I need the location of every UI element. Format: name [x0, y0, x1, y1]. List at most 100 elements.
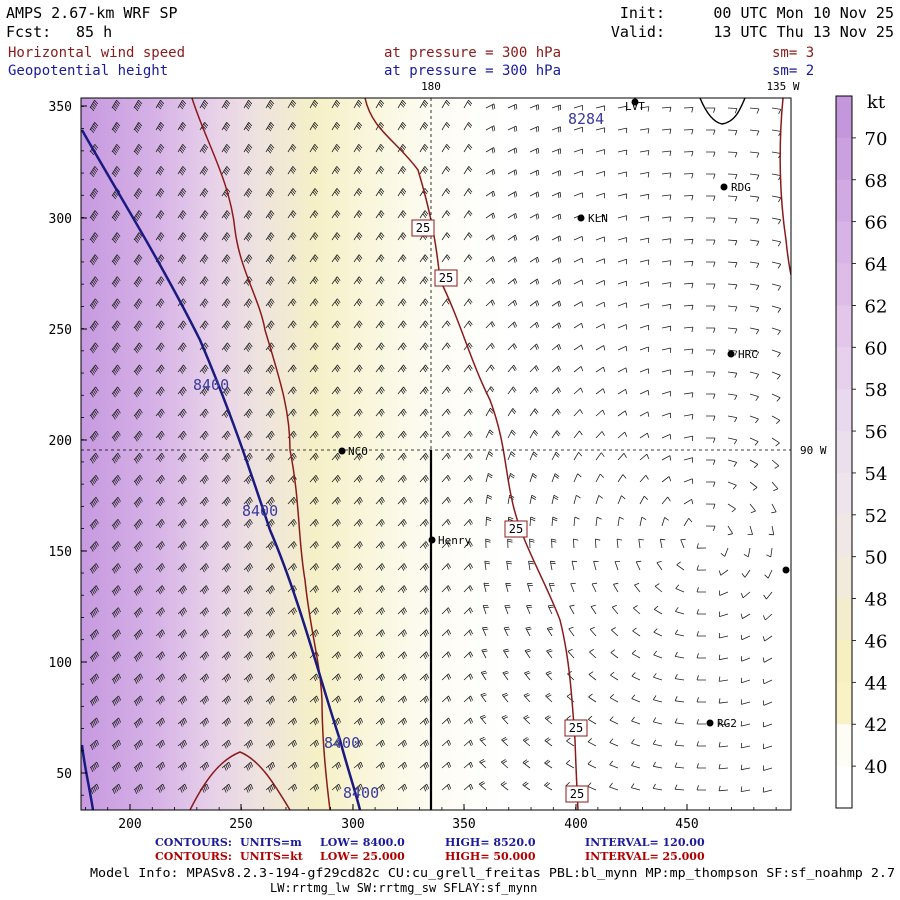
wind-barb: [441, 585, 451, 593]
wind-barb: [595, 409, 606, 417]
svg-text:CONTOURS:: CONTOURS:: [155, 836, 232, 849]
wind-barb: [527, 583, 534, 593]
wind-barb: [375, 144, 385, 153]
wind-barb: [674, 629, 685, 637]
wind-barb: [727, 173, 738, 180]
svg-text:RG2: RG2: [717, 717, 737, 730]
wind-barb: [661, 194, 672, 200]
svg-text:LOW= 25.000: LOW= 25.000: [320, 850, 405, 863]
wind-barb: [111, 122, 121, 134]
wind-barb: [740, 613, 751, 619]
wind-barb: [507, 103, 518, 111]
wind-barb: [265, 210, 275, 220]
wind-barb: [653, 650, 663, 659]
height-contour-8284: [699, 98, 746, 125]
wind-barb: [727, 195, 738, 202]
wind-barb: [89, 122, 99, 134]
wind-barb: [309, 452, 319, 461]
wind-barb: [661, 412, 671, 419]
wind-barb: [397, 739, 408, 748]
station-rdg: RDG: [720, 181, 751, 194]
wind-barb: [617, 495, 626, 505]
x-tick-label: 400: [564, 817, 587, 832]
wind-barb: [111, 695, 122, 706]
plot-frame: [80, 97, 792, 811]
wind-barb: [287, 408, 297, 417]
svg-text:CONTOURS:: CONTOURS:: [155, 850, 232, 863]
wind-barb: [419, 99, 429, 109]
wind-barb: [199, 651, 210, 661]
wind-barb: [590, 604, 597, 615]
wind-barb: [331, 99, 341, 109]
wind-barb: [771, 217, 782, 225]
plot-area: [81, 98, 791, 810]
wind-barb: [506, 560, 512, 571]
wind-barb: [199, 496, 209, 507]
wind-barb: [551, 191, 562, 199]
wind-barb: [353, 166, 363, 175]
wind-barb: [441, 519, 451, 527]
wind-barb: [485, 429, 494, 439]
wind-barb: [573, 322, 584, 329]
wind-barb: [683, 238, 694, 245]
wind-barb: [265, 541, 275, 551]
wind-barb: [683, 370, 694, 376]
wind-barb: [111, 320, 121, 332]
wind-barb: [419, 342, 429, 351]
wind-barb: [740, 786, 751, 792]
wind-barb: [353, 122, 363, 131]
wind-barb: [221, 298, 231, 308]
wind-barb: [287, 276, 297, 285]
wind-barb: [639, 495, 648, 505]
wind-barb: [199, 166, 209, 176]
svg-text:HRC: HRC: [738, 348, 758, 361]
wind-barb: [570, 582, 576, 593]
stations: LVT RDG KLN HRC NCO Henry RG2: [338, 98, 790, 730]
wind-barb: [177, 739, 188, 749]
svg-text:INTERVAL= 120.00: INTERVAL= 120.00: [585, 836, 705, 849]
wind-barb: [696, 587, 706, 593]
wind-barb: [265, 519, 275, 529]
wind-barb: [485, 190, 496, 198]
wind-barb: [309, 783, 320, 792]
meridian-label-90w: 90 W: [800, 444, 827, 457]
wind-barb: [523, 715, 531, 725]
wind-barb: [133, 320, 143, 332]
wind-barb: [221, 673, 232, 683]
wind-barb: [771, 459, 780, 469]
wind-barb: [763, 765, 773, 771]
wind-barb: [634, 582, 641, 593]
wind-label-5: 25: [565, 785, 589, 803]
wind-barb: [353, 761, 364, 770]
wind-barb: [221, 607, 231, 617]
wind-barb: [683, 457, 694, 463]
wind-barb: [133, 342, 143, 354]
wind-barb: [419, 673, 430, 682]
wind-barb: [441, 386, 451, 395]
wind-barb: [177, 563, 187, 573]
wind-barb: [485, 342, 495, 351]
wind-barb: [397, 408, 407, 417]
wind-barb: [89, 607, 99, 618]
wind-barb: [573, 192, 584, 198]
wind-barb: [463, 651, 474, 659]
wind-barb: [133, 651, 144, 662]
wind-barb: [522, 781, 531, 791]
wind-barb: [177, 210, 187, 220]
wind-barb: [133, 717, 144, 728]
wind-barb: [595, 171, 605, 177]
wind-barb: [696, 785, 706, 791]
x-tick-label: 350: [452, 817, 475, 832]
wind-barb: [265, 99, 275, 110]
wind-barb: [133, 386, 143, 398]
wind-barb: [353, 386, 363, 395]
wind-barb: [676, 561, 685, 571]
wind-barb: [353, 695, 364, 704]
wind-barb: [749, 305, 760, 313]
wind-barb: [727, 151, 738, 158]
wind-barb: [763, 743, 773, 750]
wind-barb: [353, 673, 364, 682]
wind-barb: [683, 498, 694, 505]
wind-barb: [740, 742, 751, 749]
wind-barb: [309, 541, 319, 549]
